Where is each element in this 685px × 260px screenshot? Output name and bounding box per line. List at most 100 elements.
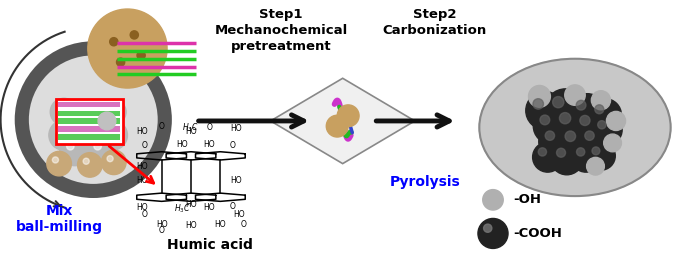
Ellipse shape [526,92,564,130]
Ellipse shape [69,114,75,120]
Text: HO: HO [234,210,245,219]
Ellipse shape [101,100,126,124]
Text: HO: HO [136,176,148,185]
Ellipse shape [484,224,492,232]
Ellipse shape [97,114,103,120]
Ellipse shape [66,142,74,150]
Ellipse shape [107,105,113,111]
Ellipse shape [606,111,625,131]
Text: O: O [240,220,246,229]
Polygon shape [271,78,415,164]
Ellipse shape [104,127,112,134]
Ellipse shape [550,142,583,175]
Ellipse shape [551,105,593,146]
Text: O: O [159,122,164,131]
Text: HO: HO [185,221,197,230]
Ellipse shape [580,115,590,126]
FancyBboxPatch shape [58,110,120,116]
Ellipse shape [553,96,564,108]
Ellipse shape [603,134,621,152]
Ellipse shape [87,136,117,166]
Ellipse shape [595,105,603,114]
Text: O: O [142,141,148,150]
Ellipse shape [529,86,550,107]
Text: $H_3C$: $H_3C$ [182,121,199,134]
Ellipse shape [55,127,63,134]
Ellipse shape [29,55,158,184]
Ellipse shape [91,109,116,133]
FancyBboxPatch shape [55,99,123,144]
Text: Mix
ball-milling: Mix ball-milling [16,204,103,234]
Ellipse shape [556,148,566,157]
Text: HO: HO [203,140,215,149]
Ellipse shape [571,142,601,172]
Text: HO: HO [176,140,188,149]
Text: HO: HO [230,124,242,133]
Ellipse shape [110,38,118,46]
Ellipse shape [586,157,604,175]
Ellipse shape [540,115,550,125]
Text: HO: HO [185,200,197,210]
Text: O: O [142,210,148,219]
Ellipse shape [569,94,605,129]
Ellipse shape [83,158,89,164]
Ellipse shape [539,125,573,159]
Ellipse shape [64,109,88,133]
Ellipse shape [592,115,622,145]
Ellipse shape [585,131,594,140]
Ellipse shape [101,150,126,175]
Ellipse shape [50,98,77,126]
Ellipse shape [578,125,612,159]
Ellipse shape [478,218,508,249]
Ellipse shape [558,124,596,162]
FancyBboxPatch shape [58,126,120,132]
Text: Humic acid: Humic acid [166,238,252,252]
Ellipse shape [534,108,569,144]
Text: O: O [230,141,236,150]
Ellipse shape [479,59,671,196]
Ellipse shape [545,89,586,130]
Text: HO: HO [155,220,167,229]
Ellipse shape [49,120,79,150]
Text: HO: HO [185,127,197,136]
Text: HO: HO [203,203,215,212]
Text: O: O [159,226,164,235]
Text: HO: HO [136,162,148,171]
Ellipse shape [545,131,555,140]
Ellipse shape [564,85,585,105]
Ellipse shape [98,112,116,130]
Text: $H_3C$: $H_3C$ [174,203,190,215]
Ellipse shape [483,190,503,210]
Ellipse shape [588,99,621,131]
Ellipse shape [73,124,103,154]
Ellipse shape [47,151,71,176]
Text: -COOH: -COOH [514,227,562,240]
Ellipse shape [560,113,571,124]
Ellipse shape [538,148,547,156]
Ellipse shape [591,91,610,110]
Text: O: O [206,123,212,132]
Text: -OH: -OH [514,193,541,206]
Ellipse shape [52,157,58,163]
Ellipse shape [592,147,600,155]
Ellipse shape [565,131,575,141]
FancyBboxPatch shape [58,102,120,107]
Ellipse shape [116,58,125,66]
Ellipse shape [577,148,585,156]
Ellipse shape [576,100,586,110]
Text: HO: HO [136,127,148,136]
FancyBboxPatch shape [58,118,120,124]
Ellipse shape [56,105,63,111]
Ellipse shape [88,9,167,88]
Ellipse shape [573,108,610,145]
Text: HO: HO [136,203,148,212]
Ellipse shape [60,136,90,166]
Ellipse shape [137,51,145,60]
FancyBboxPatch shape [58,134,120,140]
Ellipse shape [326,115,348,137]
Ellipse shape [97,120,127,150]
Text: Pyrolysis: Pyrolysis [389,175,460,189]
Ellipse shape [80,131,88,138]
Ellipse shape [130,31,138,39]
Ellipse shape [533,99,543,109]
